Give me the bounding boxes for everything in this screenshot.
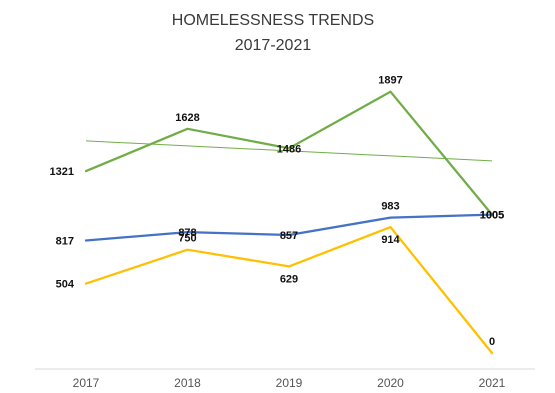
chart-title: HOMELESSNESS TRENDS <box>172 12 374 29</box>
data-label: 878 <box>178 227 196 239</box>
x-tick-label: 2018 <box>174 376 201 390</box>
chart-subtitle: 2017-2021 <box>235 37 312 54</box>
trendline <box>85 140 493 162</box>
data-label: 1897 <box>378 75 402 87</box>
data-label: 1628 <box>175 112 199 124</box>
x-tick-layer: 2017 2018 2019 2020 2021 <box>73 376 506 390</box>
series-line-2 <box>84 225 494 355</box>
data-label: 504 <box>56 279 75 291</box>
data-label: 817 <box>56 235 74 247</box>
data-label: 1005 <box>480 210 504 222</box>
series-layer <box>84 90 494 355</box>
data-label: 750 <box>178 233 196 245</box>
data-label: 914 <box>381 234 400 246</box>
data-label: 857 <box>280 230 298 242</box>
data-label: 0 <box>489 336 495 348</box>
trendline-layer <box>85 140 493 162</box>
data-label: 629 <box>280 273 298 285</box>
x-tick-label: 2017 <box>73 376 100 390</box>
data-label: 983 <box>381 201 399 213</box>
series-line-0 <box>84 90 494 216</box>
x-tick-label: 2021 <box>479 376 506 390</box>
series-line-1 <box>84 213 494 242</box>
data-label: 1486 <box>277 143 301 155</box>
x-tick-label: 2020 <box>377 376 404 390</box>
data-label: 1321 <box>50 166 74 178</box>
data-label: 1005 <box>480 210 504 222</box>
x-tick-label: 2019 <box>276 376 303 390</box>
